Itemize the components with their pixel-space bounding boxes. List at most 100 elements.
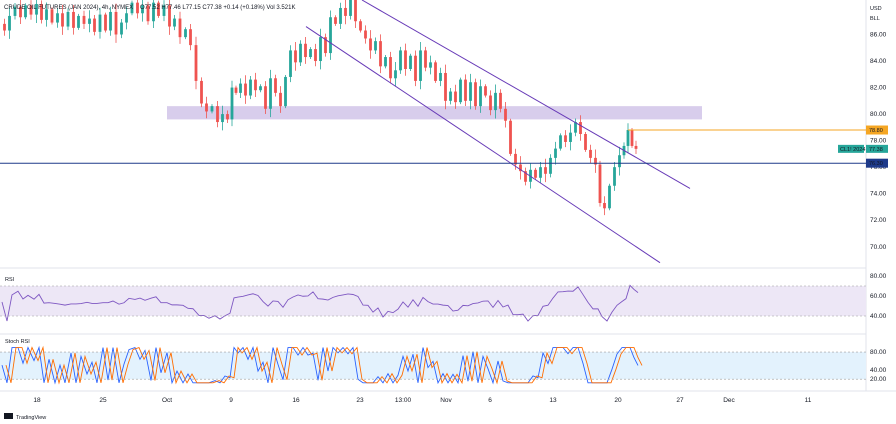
candle-body — [168, 5, 171, 27]
candle-body — [173, 18, 176, 27]
candle-body — [146, 5, 150, 22]
stoch-tick-label: 20.00 — [870, 376, 887, 383]
price-tick-label: 80.00 — [870, 111, 887, 118]
time-tick-label: 9 — [229, 397, 233, 404]
candle-body — [439, 72, 442, 81]
candle-body — [424, 50, 427, 68]
candle-body — [230, 87, 234, 120]
time-tick-label: 11 — [805, 397, 812, 404]
tradingview-logo-icon — [4, 413, 13, 419]
candle-body — [205, 103, 208, 112]
candle-body — [309, 49, 312, 58]
candle-body — [564, 135, 567, 142]
candle-body — [598, 164, 602, 203]
stoch-k-line — [1, 345, 639, 385]
candle-body — [484, 86, 487, 96]
price-tick-label: 78.00 — [870, 138, 887, 145]
rsi-tick-label: 60.00 — [870, 293, 887, 300]
candle-body — [162, 5, 166, 16]
resistance-tag-label: 78.80 — [869, 128, 883, 134]
candle-body — [404, 50, 407, 69]
candle-body — [200, 80, 203, 104]
candle-body — [3, 23, 6, 31]
time-tick-label: 25 — [99, 397, 107, 404]
price-tick-label: 86.00 — [870, 31, 887, 38]
candle-body — [394, 70, 397, 79]
candle-body — [574, 122, 577, 133]
candle-body — [339, 7, 342, 24]
candle-body — [24, 5, 27, 18]
candle-body — [178, 18, 182, 38]
candle-body — [304, 43, 307, 58]
candle-body — [634, 145, 638, 149]
support-tag-label: 76.30 — [869, 161, 883, 167]
candle-body — [221, 114, 224, 123]
last-price-label: 77.38 — [869, 147, 883, 153]
candle-body — [157, 2, 160, 16]
candle-body — [72, 11, 75, 28]
tradingview-logo[interactable]: TradingView — [4, 413, 46, 421]
candle-body — [184, 29, 187, 38]
candle-body — [279, 92, 282, 107]
stoch-tick-label: 80.00 — [870, 349, 887, 356]
candle-body — [93, 18, 96, 32]
candle-body — [444, 72, 447, 101]
channel-upper-line[interactable] — [361, 0, 691, 189]
ohlc-readout: O77.52 H77.46 L77.15 C77.38 +0.14 (+0.18… — [140, 5, 295, 11]
candle-body — [152, 2, 155, 22]
candle-body — [29, 5, 33, 15]
candle-body — [194, 45, 198, 81]
time-tick-label: 13:00 — [395, 397, 412, 404]
candle-body — [274, 78, 277, 93]
candle-body — [359, 21, 362, 31]
candle-body — [354, 0, 357, 22]
candle-body — [469, 82, 472, 101]
candle-body — [114, 11, 118, 35]
candle-body — [82, 15, 86, 24]
candle-body — [379, 41, 382, 67]
stoch-rsi-indicator-label[interactable]: Stoch RSI — [5, 339, 30, 345]
candle-body — [249, 79, 252, 96]
price-tick-label: 82.00 — [870, 85, 887, 92]
time-tick-label: Oct — [162, 397, 172, 404]
candle-body — [344, 7, 347, 16]
candle-body — [594, 157, 597, 165]
candle-body — [141, 5, 144, 14]
stoch-axis-ticks: 80.00 40.00 20.00 — [870, 349, 887, 383]
candle-body — [314, 49, 317, 62]
time-tick-label: 23 — [356, 397, 364, 404]
rsi-tick-label: 80.00 — [870, 273, 887, 280]
rsi-line — [1, 284, 639, 322]
candle-body — [603, 202, 606, 209]
symbol-title[interactable]: CRUDE OIL FUTURES (JAN 2024), 4h, NYMEX — [4, 5, 133, 11]
candle-body — [499, 92, 502, 109]
candle-body — [269, 78, 272, 109]
candle-body — [364, 30, 367, 39]
candle-body — [319, 37, 322, 62]
candle-body — [98, 14, 102, 32]
brand-label: TradingView — [16, 415, 46, 421]
candle-body — [289, 50, 292, 77]
candle-body — [524, 171, 527, 182]
channel-lower-line[interactable] — [305, 26, 661, 264]
price-tick-label: 74.00 — [870, 191, 887, 198]
last-price-tag: 77.38 — [866, 144, 888, 153]
resistance-tag: 78.80 — [866, 125, 888, 135]
candle-body — [35, 3, 38, 15]
candle-body — [50, 9, 54, 23]
candle-body — [324, 37, 327, 54]
candle-body — [454, 91, 457, 103]
rsi-band — [0, 286, 866, 316]
candle-body — [414, 55, 417, 81]
candle-body — [299, 43, 302, 63]
candle-body — [244, 83, 247, 96]
rsi-indicator-label[interactable]: RSI — [5, 277, 15, 283]
time-tick-label: 16 — [292, 397, 300, 404]
price-tick-label: 84.00 — [870, 58, 887, 65]
candle-body — [419, 50, 422, 81]
candle-body — [104, 14, 107, 31]
candle-body — [109, 11, 112, 31]
contract-tag-label: CL1! 2024 — [840, 147, 865, 153]
candle-body — [630, 130, 634, 146]
